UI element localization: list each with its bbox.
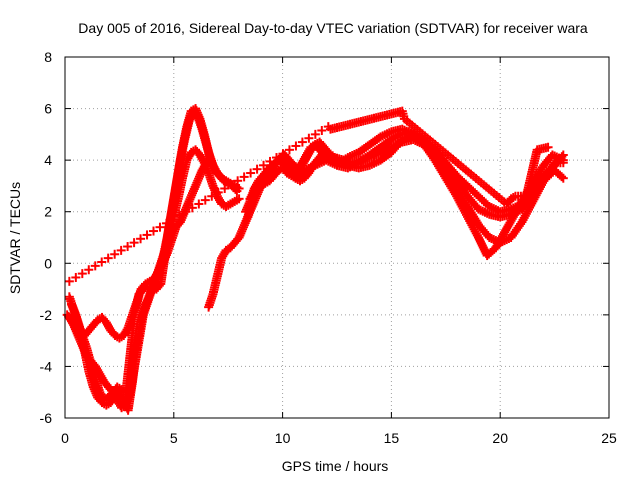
data-point — [558, 158, 568, 168]
y-tick-label: 4 — [44, 152, 52, 168]
data-point — [64, 276, 74, 286]
data-point — [304, 133, 314, 143]
x-tick-label: 25 — [601, 430, 617, 446]
data-point — [213, 187, 223, 197]
y-tick-label: 2 — [44, 204, 52, 220]
data-point — [291, 141, 301, 151]
data-point — [136, 234, 146, 244]
data-point — [84, 265, 94, 275]
data-point — [239, 172, 249, 182]
y-tick-label: -6 — [40, 410, 53, 426]
data-point — [129, 238, 139, 248]
x-tick-label: 20 — [492, 430, 508, 446]
data-point — [234, 194, 244, 204]
data-point — [194, 199, 204, 209]
data-point — [110, 249, 120, 259]
data-point — [187, 203, 197, 213]
data-point — [103, 253, 113, 263]
y-tick-label: 8 — [44, 49, 52, 65]
data-point — [558, 173, 568, 183]
y-axis-label: SDTVAR / TECUs — [7, 182, 23, 294]
x-axis-label: GPS time / hours — [282, 458, 389, 474]
data-point — [161, 218, 171, 228]
data-point — [252, 164, 262, 174]
y-tick-label: 6 — [44, 101, 52, 117]
data-point — [278, 149, 288, 159]
data-point — [90, 261, 100, 271]
data-point — [233, 176, 243, 186]
data-point — [317, 125, 327, 135]
data-point — [543, 142, 553, 152]
data-point — [149, 226, 159, 236]
x-tick-label: 15 — [384, 430, 400, 446]
data-point — [246, 168, 256, 178]
data-point — [155, 222, 165, 232]
data-point — [220, 184, 230, 194]
data-point — [272, 153, 282, 163]
y-tick-label: -2 — [40, 307, 53, 323]
data-point — [174, 211, 184, 221]
data-point — [142, 230, 152, 240]
data-point — [297, 137, 307, 147]
data-point — [259, 160, 269, 170]
plot-frame — [64, 56, 610, 419]
data-point — [284, 145, 294, 155]
x-tick-label: 10 — [275, 430, 291, 446]
data-point — [226, 180, 236, 190]
data-point — [123, 242, 133, 252]
data-point — [181, 207, 191, 217]
data-points — [62, 104, 568, 415]
data-point — [97, 257, 107, 267]
y-tick-label: -4 — [40, 358, 53, 374]
data-point — [200, 195, 210, 205]
data-point — [265, 156, 275, 166]
x-tick-label: 0 — [61, 430, 69, 446]
chart-title: Day 005 of 2016, Sidereal Day-to-day VTE… — [78, 20, 588, 36]
data-point — [71, 272, 81, 282]
data-point — [310, 129, 320, 139]
data-point — [232, 186, 242, 196]
y-tick-labels: -6 -4 -2 0 2 4 6 8 — [40, 49, 53, 426]
data-point — [168, 214, 178, 224]
data-point — [77, 269, 87, 279]
data-point — [207, 191, 217, 201]
data-point — [116, 245, 126, 255]
y-tick-label: 0 — [44, 255, 52, 271]
x-tick-label: 5 — [170, 430, 178, 446]
x-tick-labels: 0 5 10 15 20 25 — [61, 430, 617, 446]
